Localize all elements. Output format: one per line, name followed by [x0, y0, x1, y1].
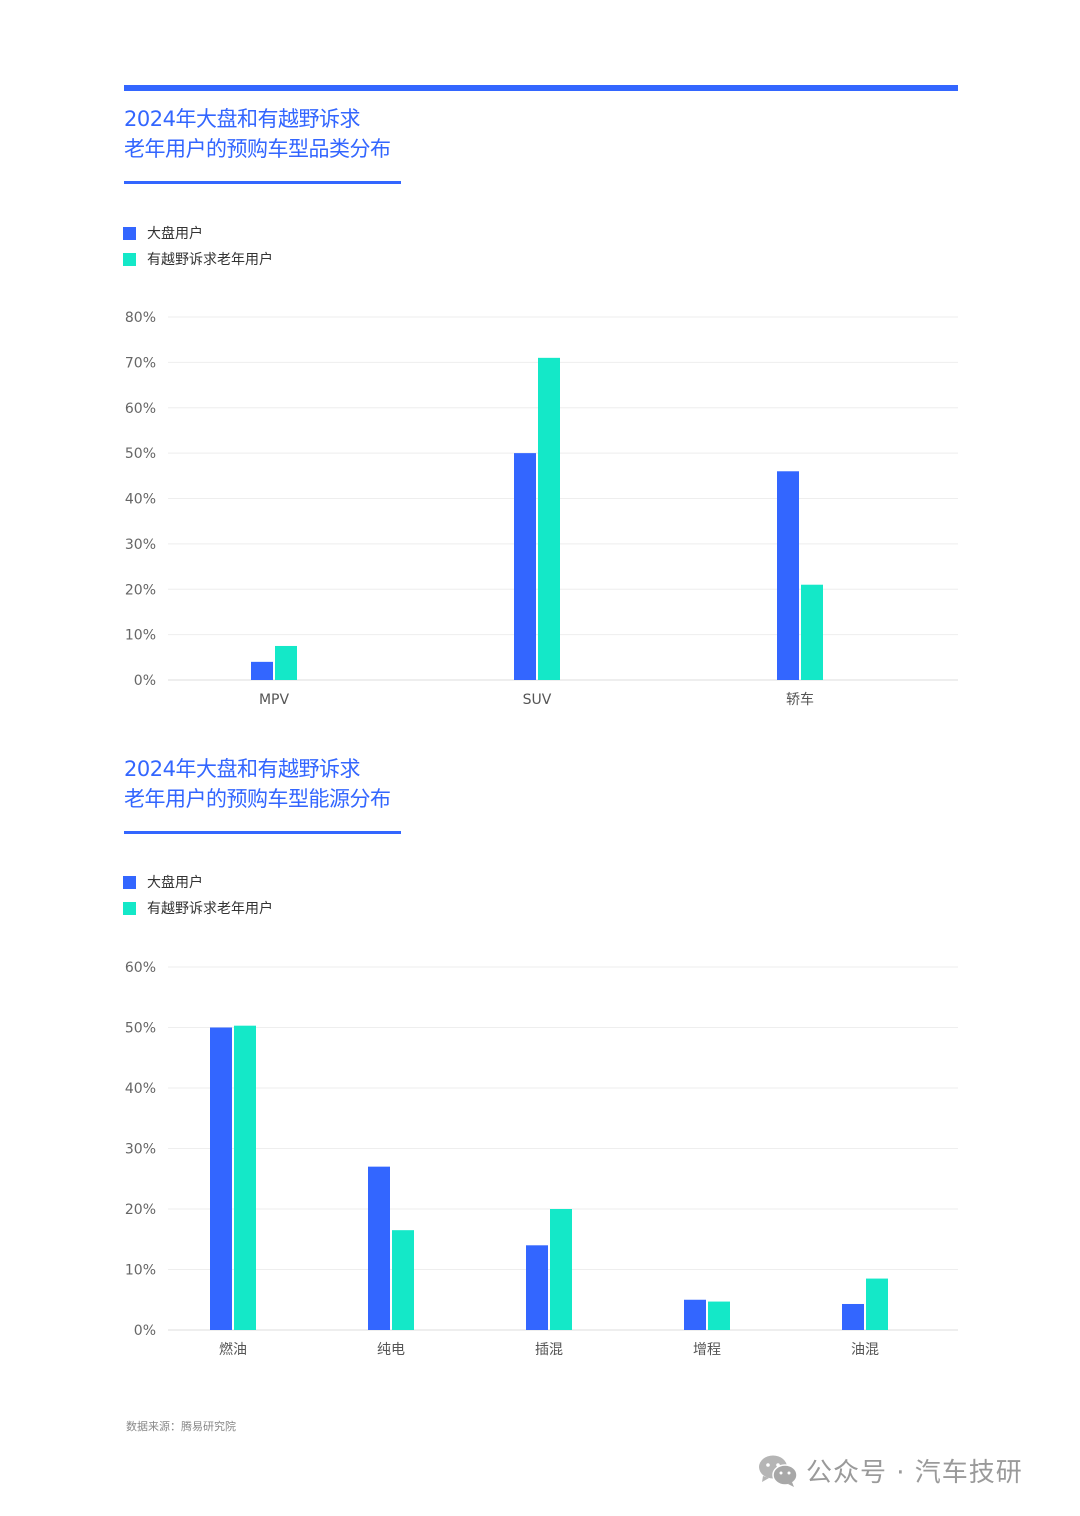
- chart2-bar-series1: [684, 1299, 706, 1330]
- legend-swatch-teal: [123, 901, 136, 915]
- chart2-x-category-label: 插混: [535, 1342, 563, 1358]
- chart2-y-tick-label: 10%: [125, 1263, 156, 1279]
- legend-label: 大盘用户: [147, 226, 203, 242]
- chart1-y-tick-label: 70%: [125, 355, 156, 371]
- chart2-y-tick-label: 30%: [125, 1142, 156, 1158]
- chart1-y-tick-label: 60%: [125, 401, 156, 417]
- chart2-x-category-label: 纯电: [377, 1342, 405, 1358]
- legend-label: 有越野诉求老年用户: [147, 252, 273, 268]
- legend-item-series2: 有越野诉求老年用户: [123, 246, 273, 272]
- chart1-x-category-label: 轿车: [786, 691, 814, 708]
- chart1-bar-series2: [538, 357, 560, 680]
- legend-item-series1: 大盘用户: [123, 869, 273, 895]
- chart2-bar-series2: [708, 1301, 730, 1330]
- watermark-text: 公众号 · 汽车技研: [806, 1458, 1023, 1488]
- legend-swatch-blue: [123, 226, 136, 240]
- legend-item-series2: 有越野诉求老年用户: [123, 895, 273, 921]
- watermark: 公众号 · 汽车技研: [758, 1452, 1023, 1489]
- chart2-bar-series1: [526, 1245, 548, 1330]
- chart1-bar-series2: [801, 584, 823, 680]
- chart2-x-category-label: 燃油: [219, 1341, 247, 1358]
- chart1-bar-series2: [275, 645, 297, 680]
- chart2-legend: 大盘用户 有越野诉求老年用户: [123, 869, 273, 921]
- chart1-title: 2024年大盘和有越野诉求 老年用户的预购车型品类分布: [124, 104, 391, 164]
- chart1-y-tick-label: 40%: [125, 492, 156, 508]
- chart1-bar-series1: [251, 661, 273, 680]
- source-note: 数据来源：腾易研究院: [126, 1420, 236, 1433]
- legend-item-series1: 大盘用户: [123, 220, 273, 246]
- chart1-title-line1: 2024年大盘和有越野诉求: [124, 107, 360, 131]
- chart2-bar-series1: [368, 1166, 390, 1330]
- chart1-y-tick-label: 10%: [125, 628, 156, 644]
- chart2-bar-series2: [866, 1278, 888, 1330]
- chart2-title: 2024年大盘和有越野诉求 老年用户的预购车型能源分布: [124, 754, 391, 814]
- chart1-y-tick-label: 50%: [125, 446, 156, 462]
- chart1-x-category-label: MPV: [259, 692, 290, 708]
- chart2-y-tick-label: 40%: [125, 1081, 156, 1097]
- chart1-y-tick-label: 20%: [125, 582, 156, 598]
- chart2-title-underline: [124, 831, 401, 834]
- chart2-bar-series1: [842, 1303, 864, 1330]
- top-accent-bar: [124, 85, 958, 91]
- chart2-title-line1: 2024年大盘和有越野诉求: [124, 757, 360, 781]
- chart2-bar-series2: [234, 1025, 256, 1330]
- legend-label: 有越野诉求老年用户: [147, 901, 273, 917]
- chart1-bar-series1: [514, 453, 536, 680]
- chart1-plot: 0% 10% 20% 30% 40% 50% 60% 70% 80% MPV SUV 轿车: [125, 310, 958, 708]
- chart2-y-tick-label: 50%: [125, 1021, 156, 1037]
- chart2-bar-series2: [392, 1230, 414, 1330]
- chart2-bar-series2: [550, 1209, 572, 1330]
- legend-swatch-blue: [123, 875, 136, 889]
- legend-label: 大盘用户: [147, 875, 203, 891]
- chart1-legend: 大盘用户 有越野诉求老年用户: [123, 220, 273, 272]
- chart2-y-tick-label: 20%: [125, 1202, 156, 1218]
- chart1-bar-series1: [777, 471, 799, 680]
- chart1-x-category-label: SUV: [523, 692, 552, 708]
- chart1-title-underline: [124, 181, 401, 184]
- chart2-bar-series1: [210, 1027, 232, 1330]
- chart2-plot: 0% 10% 20% 30% 40% 50% 60% 燃油 纯电 插混 增程 油混: [125, 960, 958, 1358]
- chart2-x-category-label: 增程: [693, 1342, 721, 1358]
- chart1-y-tick-label: 0%: [134, 673, 156, 689]
- chart1-title-line2: 老年用户的预购车型品类分布: [124, 137, 391, 161]
- chart1-y-tick-label: 80%: [125, 310, 156, 326]
- wechat-icon: [759, 1455, 798, 1487]
- chart2-y-tick-label: 60%: [125, 960, 156, 976]
- chart2-x-category-label: 油混: [851, 1342, 879, 1358]
- chart2-title-line2: 老年用户的预购车型能源分布: [124, 787, 391, 811]
- legend-swatch-teal: [123, 252, 136, 266]
- chart1-y-tick-label: 30%: [125, 537, 156, 553]
- chart2-y-tick-label: 0%: [134, 1323, 156, 1339]
